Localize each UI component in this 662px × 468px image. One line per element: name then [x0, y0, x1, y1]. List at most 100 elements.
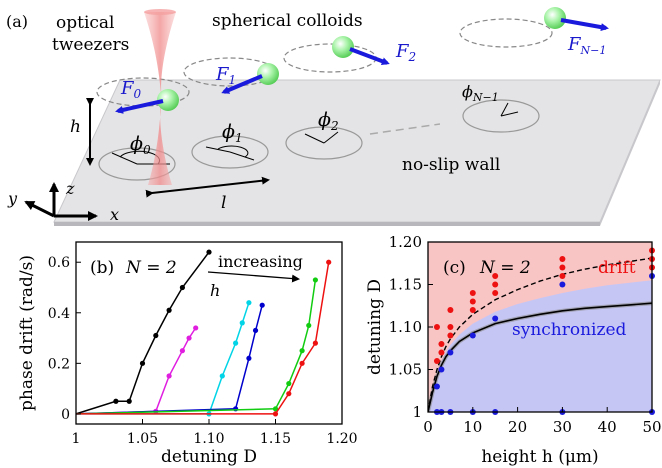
panel-a: (a) ϕ0 ϕ1 ϕ2	[6, 7, 661, 226]
detuning-xtick-label: 20	[508, 418, 527, 436]
detuning-ytick-label: 1	[412, 403, 422, 421]
drift-point	[492, 290, 499, 296]
drift-series-5-point	[272, 411, 279, 417]
drift-xtick-label: 1.10	[193, 431, 224, 447]
panel-c-n-label: N = 2	[479, 258, 531, 278]
drift-point	[469, 290, 476, 296]
drift-point	[469, 298, 476, 305]
drift-series-3-point	[246, 355, 252, 361]
axis-y-arrow	[24, 200, 55, 218]
sync-point	[469, 332, 476, 339]
detuning-chart-points	[433, 247, 655, 415]
drift-series-3-point	[252, 327, 259, 334]
optical-tweezers-beam	[144, 12, 176, 185]
drift-xtick-label: 1.15	[260, 431, 291, 447]
panel-c-label: (c)	[443, 258, 466, 278]
drift-point	[492, 281, 499, 288]
detuning-xtick-label: 0	[423, 418, 433, 436]
detuning-xtick-label: 50	[642, 418, 661, 436]
drift-series-2-point	[219, 373, 225, 379]
drift-series-2-line	[76, 302, 250, 415]
phase-angle-n	[500, 102, 519, 117]
drift-point	[447, 324, 454, 330]
force-label-0: F0	[120, 78, 142, 101]
drift-point	[433, 324, 440, 330]
drift-series-0-point	[139, 360, 146, 366]
drift-series-1-point	[166, 373, 172, 379]
drift-point	[438, 341, 445, 347]
drift-ytick-label: 0.4	[48, 306, 70, 322]
drift-point	[559, 273, 566, 279]
dashed-continuation	[369, 123, 441, 135]
phase-label-2: ϕ2	[318, 109, 339, 133]
increasing-arrow	[207, 271, 300, 283]
colloids-label: spherical colloids	[212, 11, 363, 31]
drift-series-4-point	[306, 322, 312, 329]
drift-series-1-point	[186, 335, 192, 341]
drift-point	[433, 358, 440, 364]
dashed-curve	[428, 257, 652, 412]
increasing-label: increasing	[218, 252, 303, 271]
spacing-symbol: l	[221, 193, 226, 213]
drift-series-0-point	[153, 332, 159, 339]
drift-series-0-point	[179, 284, 185, 291]
drift-series-5-point	[326, 259, 332, 265]
drift-point	[438, 349, 445, 356]
force-label-2: F2	[395, 41, 416, 64]
wall-edge	[54, 222, 600, 226]
force-arrow-n	[560, 18, 609, 32]
drift-series-0-point	[206, 249, 212, 255]
colloid-0	[157, 89, 179, 111]
drift-series-0-point	[166, 307, 172, 313]
panel-b-label: (b)	[90, 258, 114, 278]
phase-label-0: ϕ0	[130, 133, 151, 157]
tweezers-label-line2: tweezers	[52, 35, 129, 55]
axis-x-label: x	[110, 205, 119, 224]
drift-series-3-line	[75, 305, 263, 415]
drift-series-1-point	[179, 348, 185, 354]
sync-point	[438, 366, 445, 373]
drift-chart-ylabel: phase drift (rad/s)	[17, 255, 37, 411]
detuning-xtick-label: 10	[463, 418, 482, 436]
drift-chart-ticks: 1 1.05 1.10 1.15 1.20 0 0.2 0.4 0.6	[48, 255, 358, 447]
detuning-xtick-label: 40	[598, 418, 617, 436]
drift-point	[559, 256, 566, 262]
phase-label-1: ϕ1	[222, 121, 243, 145]
drift-series-2-point	[233, 340, 239, 346]
drift-point	[492, 273, 499, 279]
phase-label-n: ϕN−1	[462, 82, 499, 104]
drift-series-1-line	[75, 327, 197, 415]
sync-point	[559, 281, 566, 288]
detuning-ytick-label: 1.05	[389, 361, 422, 379]
drift-series-4-line	[75, 279, 317, 415]
drift-series-2-point	[239, 320, 245, 326]
drift-ytick-label: 0.2	[48, 356, 70, 372]
phase-circle-n	[462, 99, 540, 133]
sync-point	[447, 349, 454, 356]
drift-point	[469, 307, 476, 313]
drift-series-4-point	[286, 380, 292, 387]
drift-xtick-label: 1.20	[326, 431, 357, 447]
phase-circle-0	[98, 147, 176, 181]
drift-chart-xlabel: detuning D	[161, 447, 257, 467]
drift-point	[447, 332, 454, 339]
drift-series-4-point	[299, 348, 305, 354]
panel-b-n-label: N = 2	[125, 258, 177, 278]
panel-b: 1 1.05 1.10 1.15 1.20 0 0.2 0.4 0.6 (b) N = 2 in…	[17, 241, 358, 467]
drift-series-3-point	[259, 302, 265, 308]
panel-c: 0 10 20 30 40 50 1 1.05 1.10 1.15 1.20 (c) N = 2 d…	[365, 233, 662, 467]
colloid-2	[332, 36, 354, 58]
drift-ytick-label: 0	[61, 407, 70, 423]
sync-point	[492, 315, 499, 322]
drift-series-5-point	[299, 360, 305, 366]
detuning-chart-xlabel: height h (μm)	[481, 447, 598, 467]
drift-series-4-point	[312, 277, 318, 283]
phase-circle-1	[191, 135, 269, 169]
increasing-h-label: h	[210, 281, 220, 300]
orbit-2	[283, 43, 377, 73]
drift-region-label: drift	[598, 258, 636, 278]
detuning-chart-plot	[428, 242, 652, 412]
drift-xtick-label: 1.05	[127, 431, 158, 447]
beam-top	[144, 9, 176, 15]
drift-series-5-line	[76, 262, 330, 415]
